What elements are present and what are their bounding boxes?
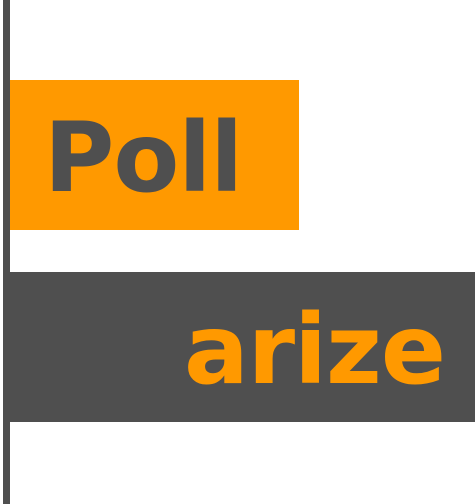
logo-text-bottom: arize <box>184 294 446 406</box>
flag-pole <box>3 0 10 504</box>
orange-flag-banner <box>10 80 299 230</box>
gray-flag-banner <box>3 272 475 422</box>
logo-text-top: Poll <box>44 102 243 214</box>
